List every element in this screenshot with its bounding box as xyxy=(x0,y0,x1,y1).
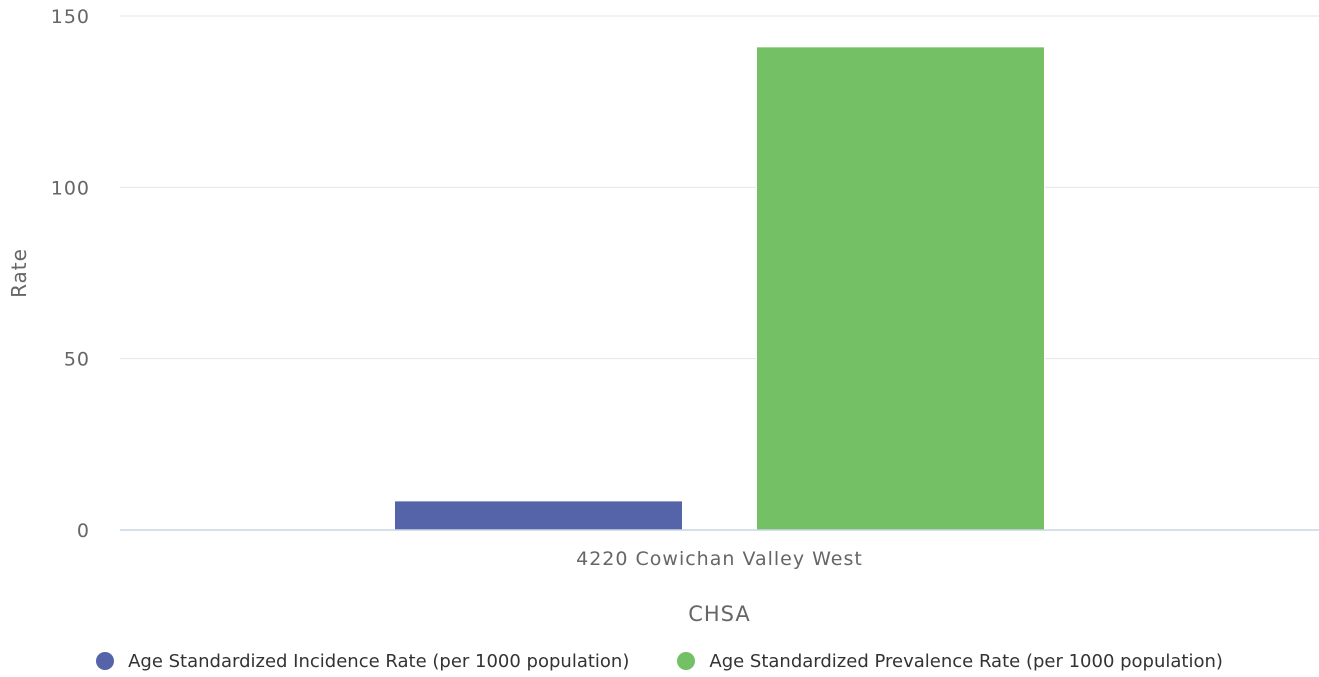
y-axis-ticks: 0 50 100 150 xyxy=(51,6,90,542)
bars xyxy=(394,46,1045,531)
y-axis-title: Rate xyxy=(7,248,31,298)
legend-label-prevalence: Age Standardized Prevalence Rate (per 10… xyxy=(709,650,1223,672)
x-tick-label: 4220 Cowichan Valley West xyxy=(576,548,863,570)
legend: Age Standardized Incidence Rate (per 100… xyxy=(0,648,1319,674)
y-tick-label: 50 xyxy=(64,349,90,371)
y-tick-label: 0 xyxy=(77,520,90,542)
y-tick-label: 100 xyxy=(51,177,90,199)
gridlines xyxy=(120,15,1319,360)
legend-label-incidence: Age Standardized Incidence Rate (per 100… xyxy=(128,650,630,672)
legend-item-prevalence[interactable]: Age Standardized Prevalence Rate (per 10… xyxy=(677,651,1223,672)
y-tick-label: 150 xyxy=(51,6,90,28)
x-axis-title: CHSA xyxy=(688,602,751,626)
bar-incidence[interactable] xyxy=(394,500,683,531)
legend-item-incidence[interactable]: Age Standardized Incidence Rate (per 100… xyxy=(96,651,629,672)
legend-swatch-prevalence xyxy=(677,652,696,670)
bar-prevalence[interactable] xyxy=(756,46,1045,531)
legend-swatch-incidence xyxy=(96,652,115,670)
